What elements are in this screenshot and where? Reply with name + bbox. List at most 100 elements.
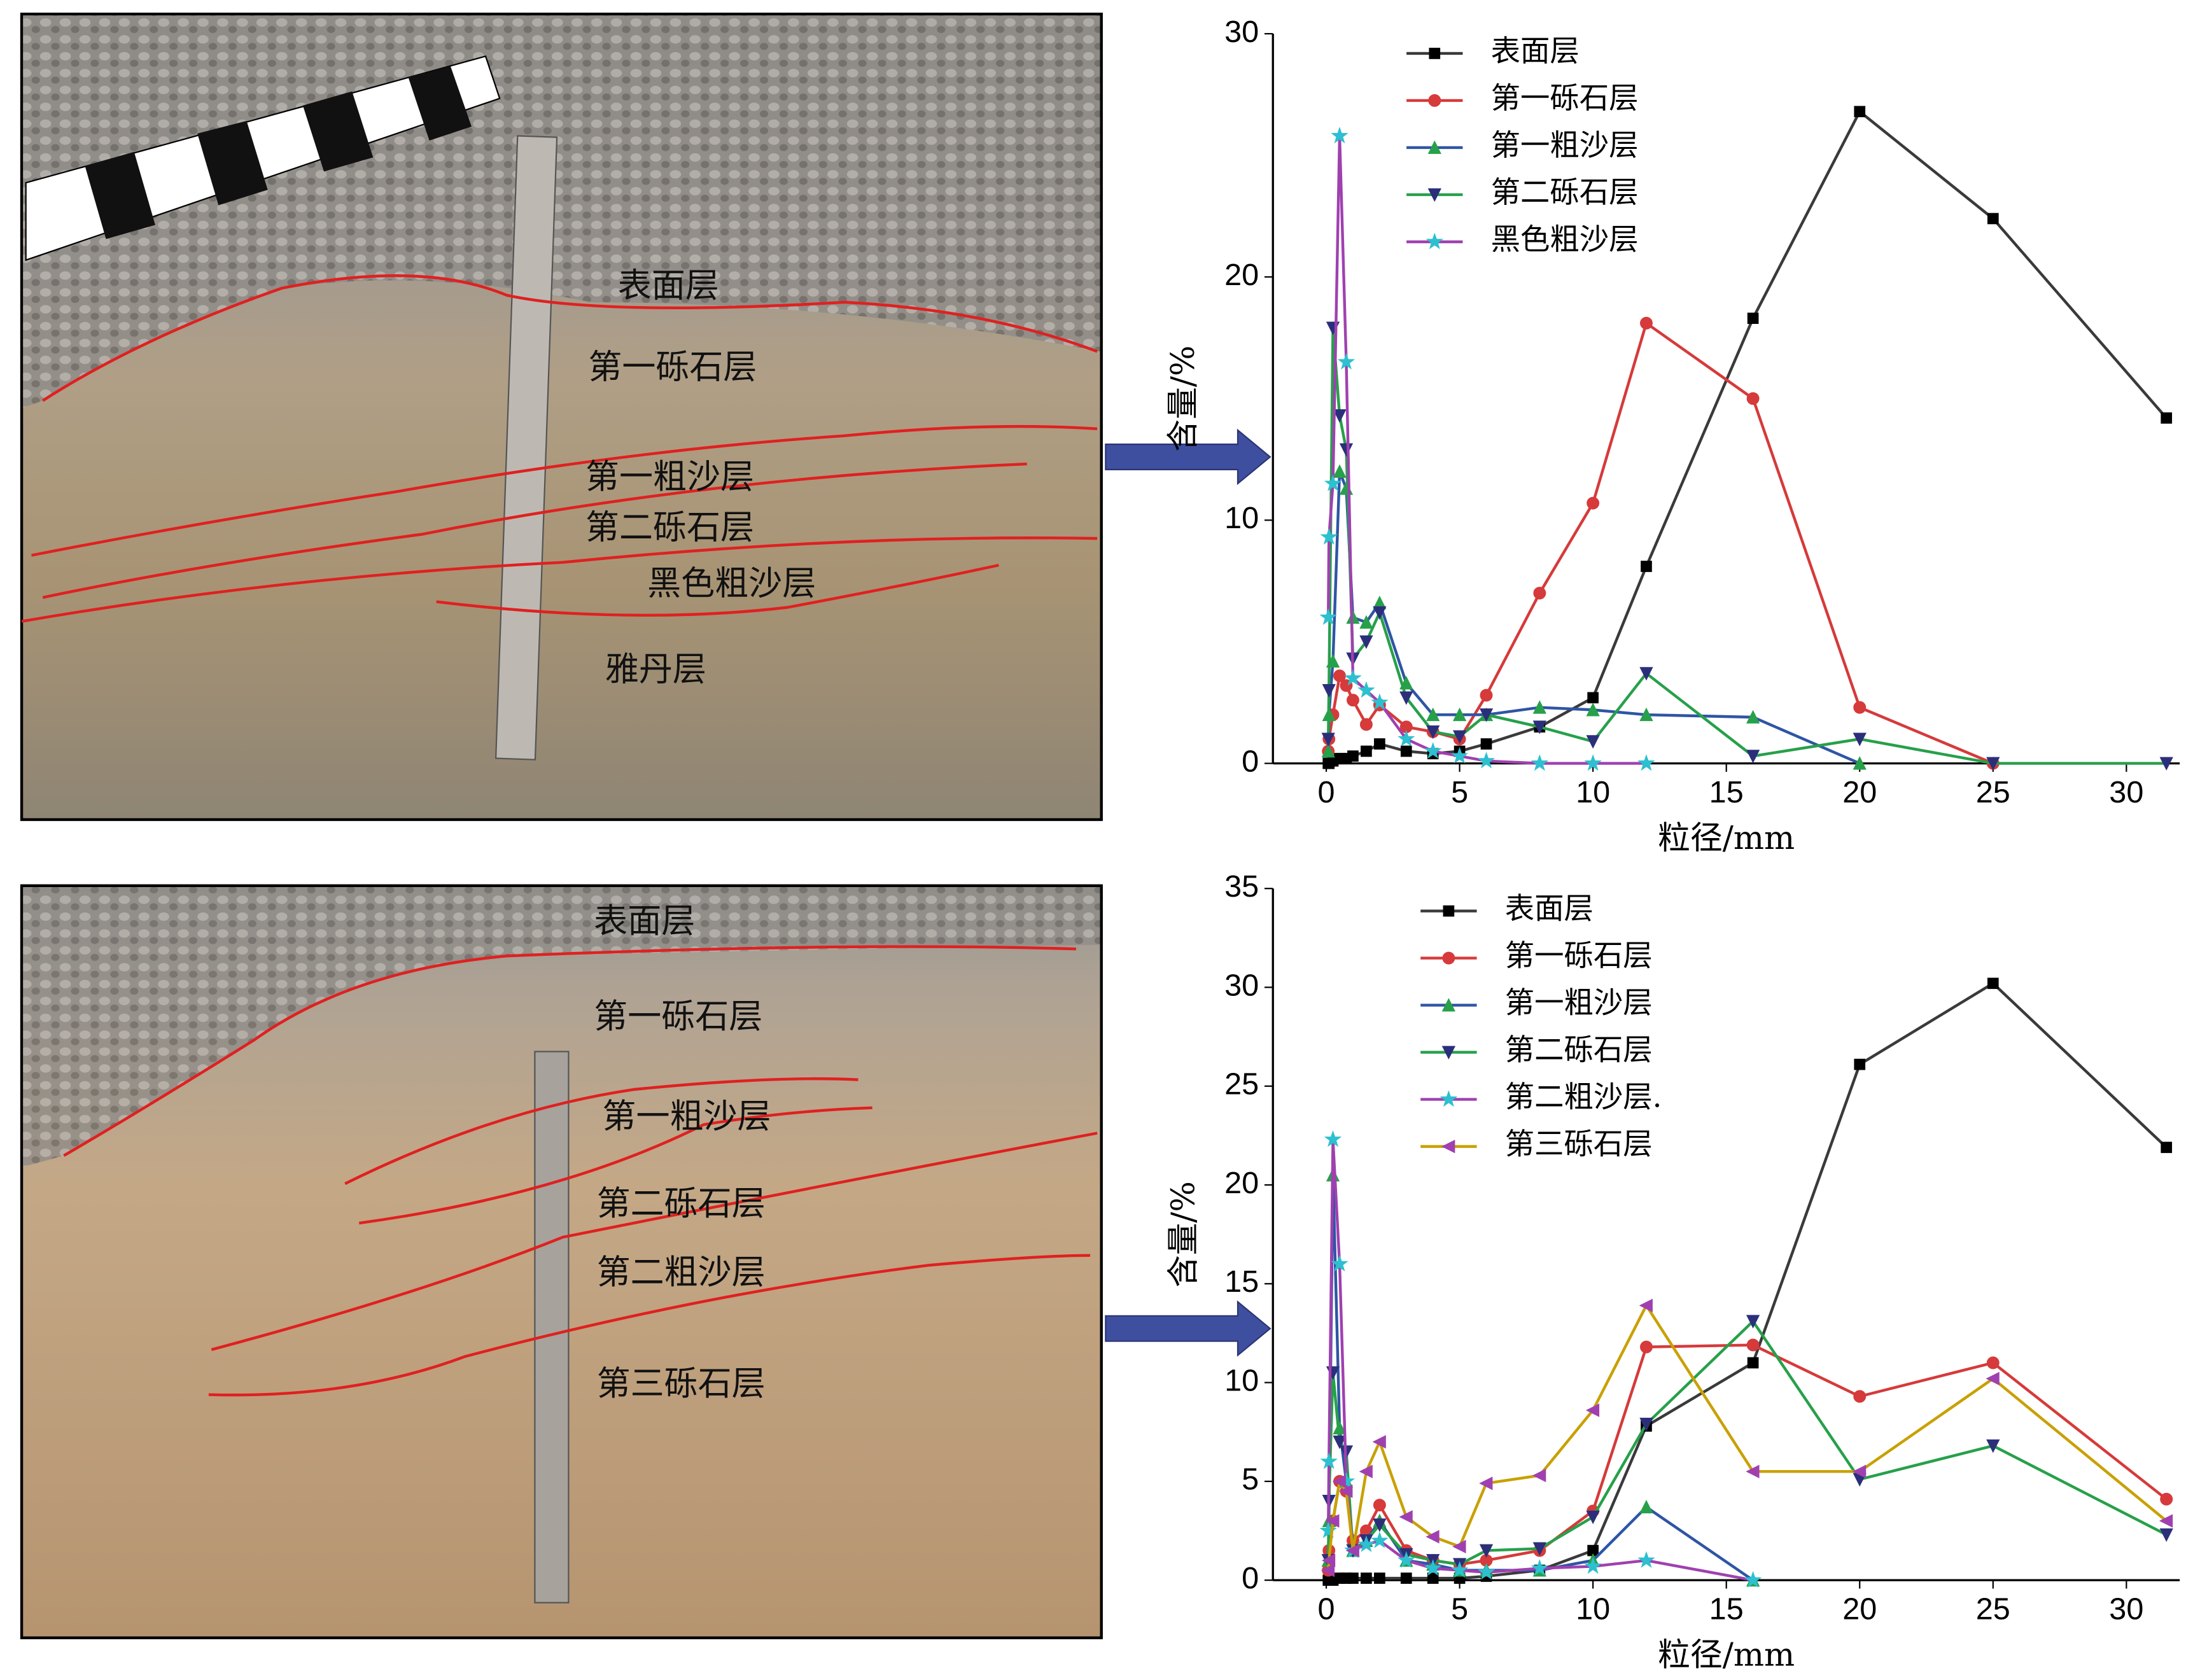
x-axis-label: 粒径/mm: [1658, 1636, 1795, 1674]
x-tick-label: 5: [1451, 1592, 1468, 1627]
point: [1586, 735, 1600, 749]
point: [1332, 1474, 1346, 1488]
point: [1361, 1572, 1372, 1584]
point: [1361, 745, 1372, 757]
point: [1639, 1417, 1653, 1432]
x-tick-label: 30: [2109, 1592, 2143, 1627]
photo: [20, 12, 1103, 822]
point: [1344, 669, 1362, 686]
point: [1426, 1530, 1440, 1544]
arrow: [1105, 428, 1272, 1357]
x-tick-label: 25: [1976, 1592, 2010, 1627]
point: [1450, 1561, 1469, 1578]
photo-label: 雅丹层: [605, 650, 706, 689]
point: [1359, 718, 1373, 731]
point: [1399, 1510, 1413, 1524]
point: [1347, 750, 1359, 762]
point: [1399, 691, 1413, 705]
chart: 0 10 20 30 0 5 10 15 20 25 30 粒径/mm 含量/% 表面层第一砾石层第一粗沙…: [1164, 15, 2180, 857]
y-tick-label: 30: [1224, 968, 1259, 1002]
point: [1326, 1514, 1340, 1528]
point: [1371, 1531, 1389, 1548]
point: [1853, 1390, 1867, 1403]
x-tick-label: 10: [1576, 775, 1610, 809]
point: [1854, 1058, 1866, 1070]
point: [1324, 474, 1342, 491]
legend-label: 第二砾石层: [1505, 1033, 1653, 1067]
line: [1326, 321, 1994, 765]
y-tick-label: 20: [1224, 1166, 1259, 1200]
point: [1532, 1542, 1546, 1556]
point: [1319, 608, 1337, 625]
line: [1326, 1175, 1754, 1581]
y-tick-label: 10: [1224, 1363, 1259, 1397]
legend-marker: [1428, 94, 1441, 107]
point: [1324, 1130, 1342, 1147]
point: [1584, 754, 1602, 771]
legend-marker: [1441, 998, 1456, 1012]
y-tick-label: 30: [1224, 15, 1259, 49]
point: [1585, 1403, 1600, 1417]
y-tick-label: 35: [1224, 869, 1259, 904]
point: [1331, 1254, 1349, 1271]
line: [1326, 1343, 2168, 1571]
point: [1746, 710, 1760, 724]
point: [1987, 213, 1999, 225]
point: [1639, 1499, 1653, 1514]
point: [1321, 1553, 1336, 1567]
photo-label: 第一粗沙层: [585, 457, 754, 496]
x-axis-label: 粒径/mm: [1658, 819, 1795, 857]
photo-label: 表面层: [618, 265, 719, 305]
y-axis-label: 含量/%: [1164, 1181, 1202, 1287]
point: [1359, 1464, 1373, 1478]
legend-marker: [1427, 188, 1441, 202]
x-tick-label: 5: [1451, 775, 1468, 809]
point: [1477, 1563, 1496, 1580]
point: [1321, 1563, 1335, 1578]
point: [1450, 746, 1469, 764]
point: [1333, 669, 1346, 682]
point: [1426, 707, 1440, 722]
photo-label: 第一砾石层: [594, 997, 762, 1036]
line: [1326, 1319, 2168, 1566]
point: [1532, 700, 1546, 714]
photo-label: 表面层: [594, 901, 695, 941]
x-tick-label: 15: [1709, 775, 1744, 809]
legend-label: 第一粗沙层: [1505, 986, 1653, 1020]
legend-marker: [1443, 905, 1455, 917]
point: [1359, 635, 1373, 649]
photo-label: 黑色粗沙层: [647, 564, 816, 603]
legend-marker: [1440, 1090, 1458, 1107]
point: [1357, 681, 1375, 698]
point: [1853, 732, 1867, 746]
point: [1639, 667, 1653, 681]
point: [1331, 127, 1349, 144]
point: [1640, 316, 1653, 330]
point: [1374, 1572, 1385, 1584]
point: [1853, 701, 1867, 714]
point: [1853, 756, 1867, 770]
photo-label: 第三砾石层: [597, 1364, 766, 1403]
x-tick-label: 0: [1318, 1592, 1335, 1627]
point: [1584, 1557, 1602, 1574]
point: [1479, 1544, 1494, 1558]
x-tick-label: 25: [1976, 775, 2010, 809]
point: [1746, 750, 1760, 764]
line: [1328, 109, 2168, 765]
y-tick-label: 20: [1224, 258, 1259, 292]
point: [1321, 744, 1335, 758]
point: [1373, 606, 1387, 620]
photo-label: 第二砾石层: [597, 1184, 766, 1223]
x-tick-label: 20: [1842, 775, 1877, 809]
point: [1637, 754, 1655, 771]
point: [1587, 692, 1599, 704]
y-tick-label: 25: [1224, 1067, 1259, 1102]
line: [1328, 981, 2168, 1582]
point: [1452, 730, 1467, 744]
x-tick-label: 30: [2109, 775, 2143, 809]
y-tick-label: 0: [1242, 1561, 1259, 1595]
x-tick-label: 20: [1842, 1592, 1877, 1627]
legend-label: 第一粗沙层: [1491, 128, 1639, 162]
photo-label: 第二粗沙层: [597, 1252, 766, 1292]
y-tick-label: 15: [1224, 1264, 1259, 1299]
